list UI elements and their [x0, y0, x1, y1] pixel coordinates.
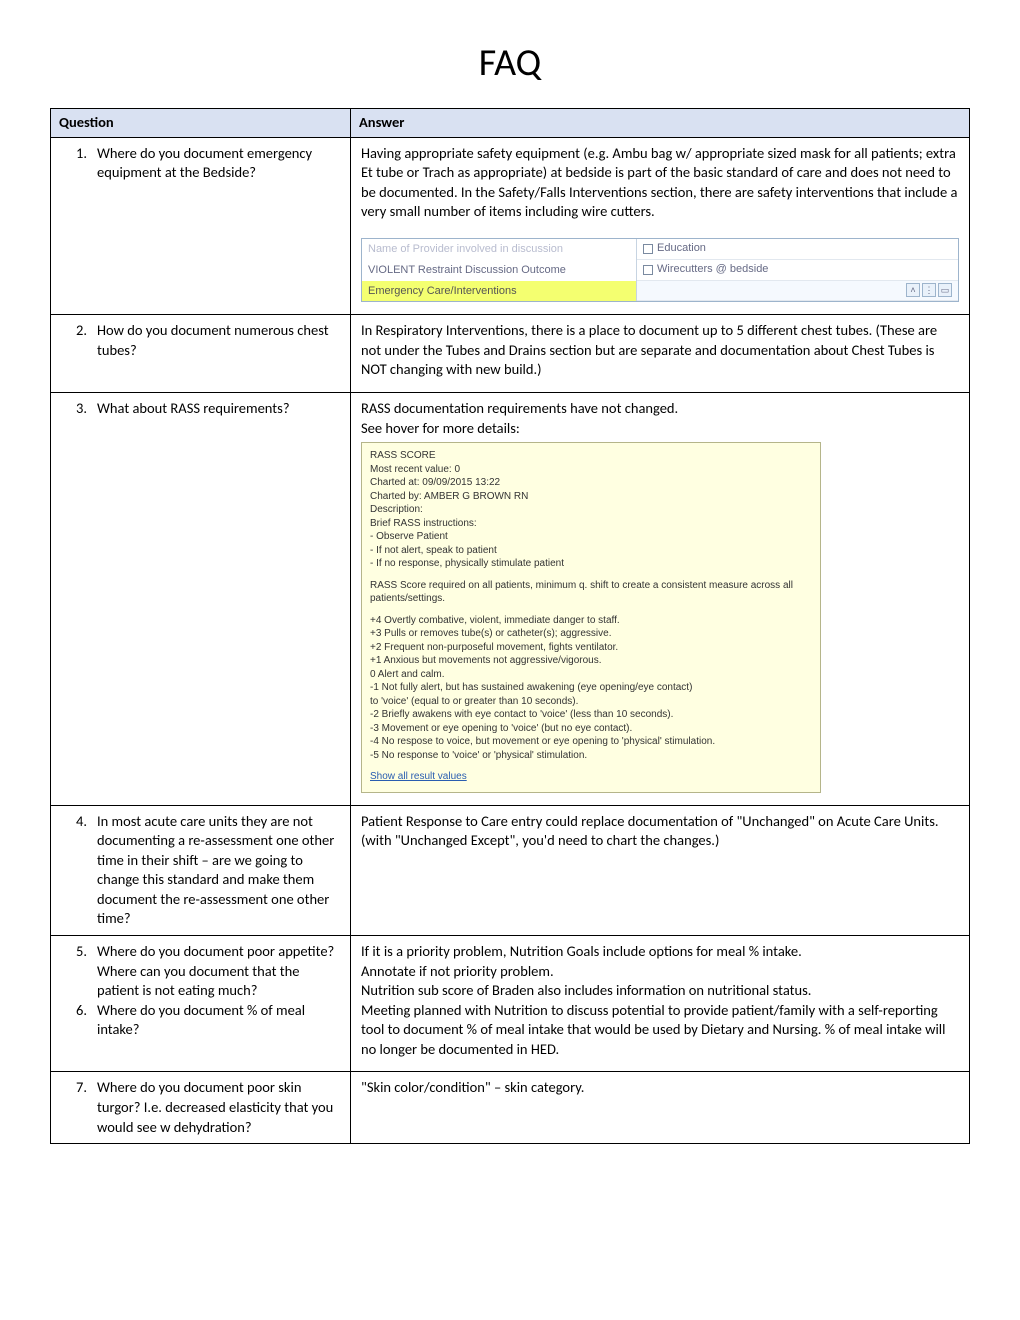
answer-line: Annotate if not priority problem. [361, 962, 959, 982]
hover-line: - Observe Patient [370, 530, 812, 544]
hover-line: Charted at: 09/09/2015 13:22 [370, 476, 812, 490]
answer-text: "Skin color/condition" – skin category. [361, 1078, 959, 1098]
hover-line: 0 Alert and calm. [370, 668, 812, 682]
table-row: 4. In most acute care units they are not… [51, 805, 970, 935]
hover-line: - If no response, physically stimulate p… [370, 557, 812, 571]
rass-hover-screenshot: RASS SCORE Most recent value: 0 Charted … [361, 442, 821, 793]
question-number: 4. [63, 812, 97, 929]
field-label-highlighted: Emergency Care/Interventions [362, 281, 637, 302]
table-row: 7. Where do you document poor skin turgo… [51, 1072, 970, 1144]
answer-line: If it is a priority problem, Nutrition G… [361, 942, 959, 962]
question-text: In most acute care units they are not do… [97, 812, 344, 929]
hover-line: -4 No respose to voice, but movement or … [370, 735, 812, 749]
restraint-screenshot: Name of Provider involved in discussion … [361, 238, 959, 303]
field-label: VIOLENT Restraint Discussion Outcome [362, 260, 637, 281]
hover-line: +2 Frequent non-purposeful movement, fig… [370, 641, 812, 655]
hover-line: +1 Anxious but movements not aggressive/… [370, 654, 812, 668]
checkbox-label: Education [657, 241, 706, 256]
hover-line: -1 Not fully alert, but has sustained aw… [370, 681, 812, 695]
answer-text: Having appropriate safety equipment (e.g… [361, 144, 959, 222]
answer-text: In Respiratory Interventions, there is a… [361, 321, 959, 380]
question-number: 5. [63, 942, 97, 1001]
show-all-link: Show all result values [370, 770, 812, 784]
hover-line: Most recent value: 0 [370, 463, 812, 477]
question-number: 1. [63, 144, 97, 183]
hover-line: +4 Overtly combative, violent, immediate… [370, 614, 812, 628]
hover-line: - If not alert, speak to patient [370, 544, 812, 558]
answer-text: Patient Response to Care entry could rep… [361, 812, 959, 851]
table-row: 3. What about RASS requirements? RASS do… [51, 393, 970, 806]
page-title: FAQ [50, 40, 970, 86]
table-row: 5. Where do you document poor appetite? … [51, 936, 970, 1072]
question-number: 6. [63, 1001, 97, 1040]
question-text: What about RASS requirements? [97, 399, 344, 419]
list-icon: ⋮ [922, 283, 936, 297]
table-row: 2. How do you document numerous chest tu… [51, 315, 970, 393]
hover-line: +3 Pulls or removes tube(s) or catheter(… [370, 627, 812, 641]
question-text: Where do you document poor appetite? Whe… [97, 942, 344, 1001]
faq-table: Question Answer 1. Where do you document… [50, 108, 970, 1144]
checkbox-label: Wirecutters @ bedside [657, 262, 768, 277]
checkbox-icon [643, 244, 653, 254]
question-text: Where do you document poor skin turgor? … [97, 1078, 344, 1137]
answer-line: See hover for more details: [361, 419, 959, 439]
hover-line: -3 Movement or eye opening to 'voice' (b… [370, 722, 812, 736]
question-text: How do you document numerous chest tubes… [97, 321, 344, 360]
hover-line: Charted by: AMBER G BROWN RN [370, 490, 812, 504]
header-question: Question [51, 109, 351, 138]
hover-line: RASS Score required on all patients, min… [370, 579, 812, 606]
hover-line: Brief RASS instructions: [370, 517, 812, 531]
hover-line: -2 Briefly awakens with eye contact to '… [370, 708, 812, 722]
question-text: Where do you document emergency equipmen… [97, 144, 344, 183]
answer-line: RASS documentation requirements have not… [361, 399, 959, 419]
question-number: 7. [63, 1078, 97, 1137]
header-answer: Answer [351, 109, 970, 138]
hover-line: Description: [370, 503, 812, 517]
hover-line: -5 No response to 'voice' or 'physical' … [370, 749, 812, 763]
question-number: 3. [63, 399, 97, 419]
table-row: 1. Where do you document emergency equip… [51, 137, 970, 315]
hover-line: to 'voice' (equal to or greater than 10 … [370, 695, 812, 709]
question-number: 2. [63, 321, 97, 360]
field-label: Name of Provider involved in discussion [362, 239, 637, 260]
question-text: Where do you document % of meal intake? [97, 1001, 344, 1040]
note-icon: ▭ [938, 283, 952, 297]
hover-line: RASS SCORE [370, 449, 812, 463]
answer-line: Nutrition sub score of Braden also inclu… [361, 981, 959, 1001]
answer-line: Meeting planned with Nutrition to discus… [361, 1001, 959, 1060]
checkbox-icon [643, 265, 653, 275]
collapse-icon: ˄ [906, 283, 920, 297]
